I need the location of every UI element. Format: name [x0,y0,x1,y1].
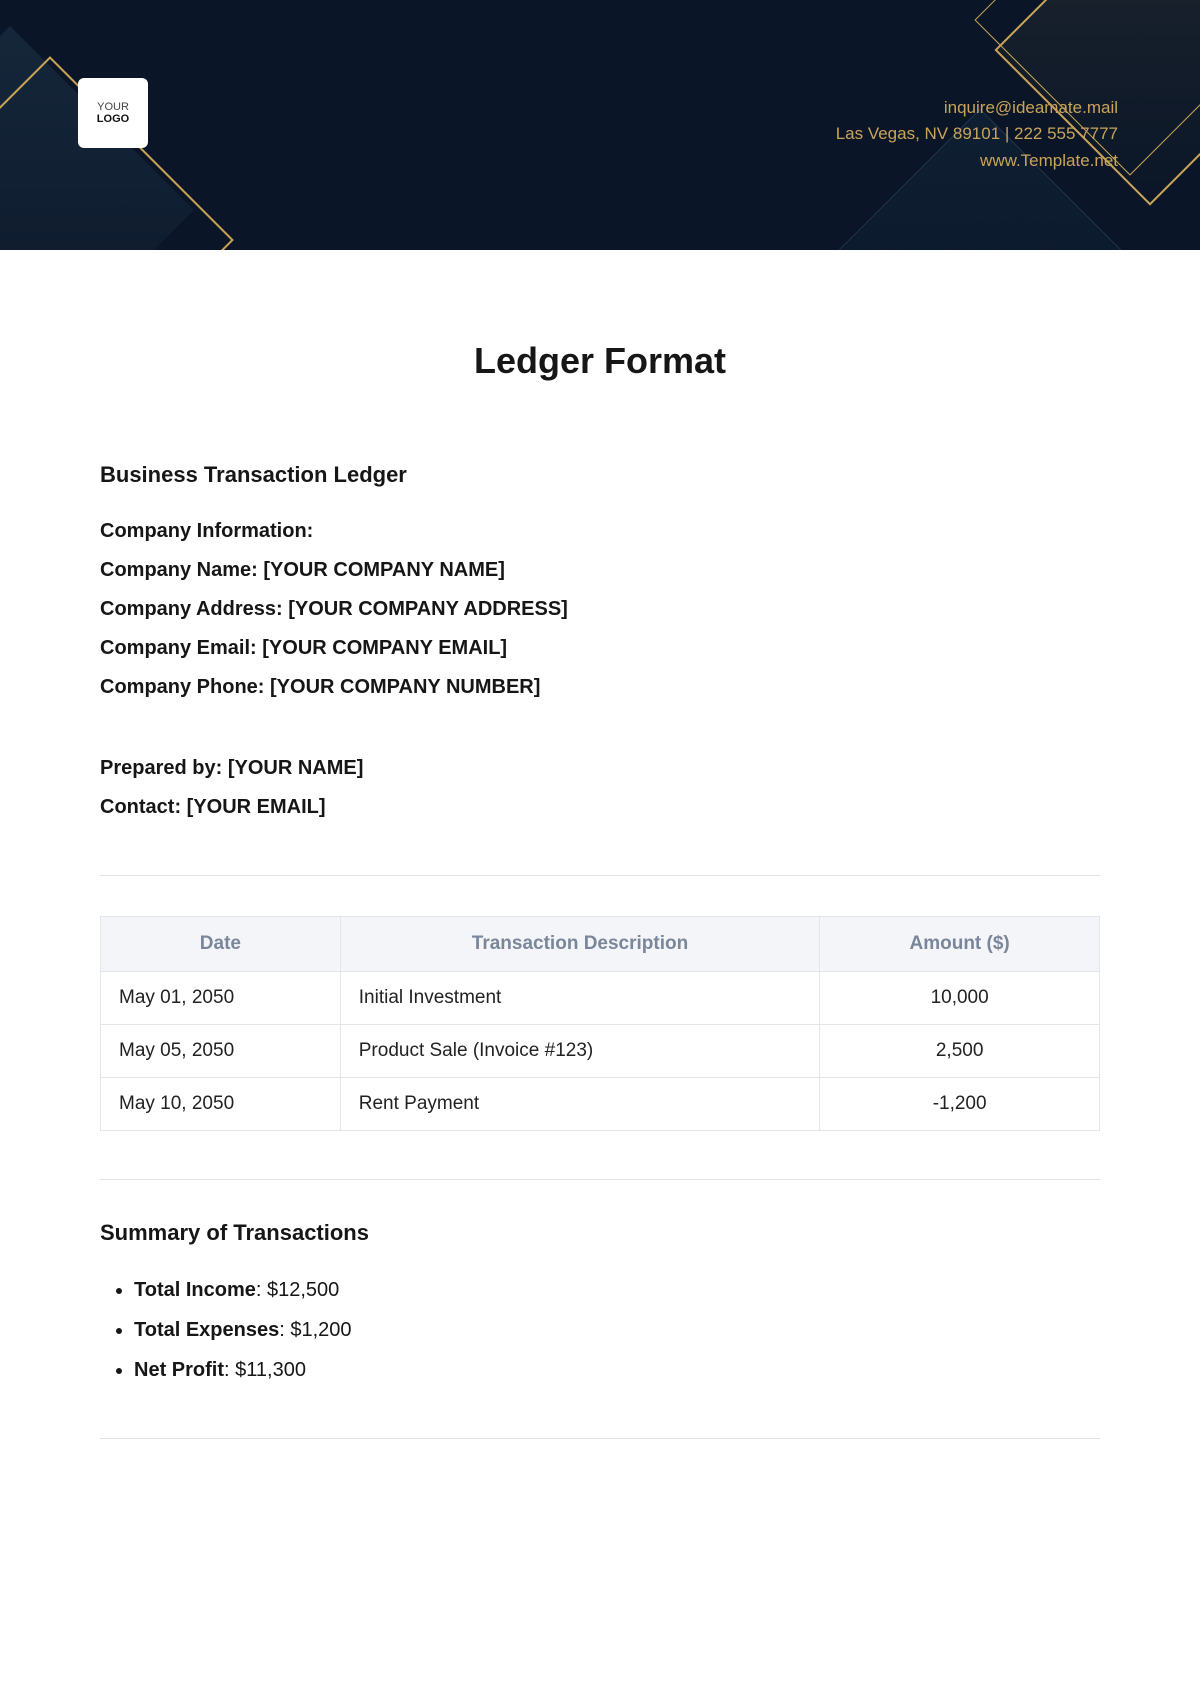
company-address-line: Company Address: [YOUR COMPANY ADDRESS] [100,590,1100,629]
col-amount: Amount ($) [820,917,1100,972]
table-header-row: Date Transaction Description Amount ($) [101,917,1100,972]
divider [100,1179,1100,1180]
col-date: Date [101,917,341,972]
contact-address-phone: Las Vegas, NV 89101 | 222 555 7777 [836,121,1118,147]
summary-label: Total Expenses [134,1319,279,1341]
document-body: Ledger Format Business Transaction Ledge… [0,250,1200,1539]
ledger-subtitle: Business Transaction Ledger [100,462,1100,488]
cell-amount: 10,000 [820,972,1100,1025]
cell-description: Rent Payment [340,1078,820,1131]
logo-text-line1: YOUR [97,101,129,113]
divider [100,1438,1100,1439]
header-contact-block: inquire@ideamate.mail Las Vegas, NV 8910… [836,95,1118,174]
table-row: May 01, 2050Initial Investment10,000 [101,972,1100,1025]
logo-placeholder: YOUR LOGO [78,78,148,148]
summary-list: Total Income: $12,500Total Expenses: $1,… [100,1270,1100,1390]
prepared-contact-line: Contact: [YOUR EMAIL] [100,788,1100,827]
page-title: Ledger Format [100,340,1100,382]
col-description: Transaction Description [340,917,820,972]
summary-value: $11,300 [235,1359,306,1381]
contact-website: www.Template.net [836,148,1118,174]
company-phone-line: Company Phone: [YOUR COMPANY NUMBER] [100,668,1100,707]
summary-label: Net Profit [134,1359,224,1381]
cell-description: Product Sale (Invoice #123) [340,1025,820,1078]
divider [100,875,1100,876]
contact-email: inquire@ideamate.mail [836,95,1118,121]
ledger-table: Date Transaction Description Amount ($) … [100,916,1100,1131]
summary-heading: Summary of Transactions [100,1220,1100,1246]
cell-date: May 05, 2050 [101,1025,341,1078]
summary-item: Net Profit: $11,300 [134,1350,1100,1390]
summary-value: $12,500 [267,1279,339,1301]
prepared-by-line: Prepared by: [YOUR NAME] [100,749,1100,788]
cell-amount: -1,200 [820,1078,1100,1131]
company-email-line: Company Email: [YOUR COMPANY EMAIL] [100,629,1100,668]
company-info-heading: Company Information: [100,512,1100,551]
summary-item: Total Expenses: $1,200 [134,1310,1100,1350]
table-row: May 05, 2050Product Sale (Invoice #123)2… [101,1025,1100,1078]
summary-item: Total Income: $12,500 [134,1270,1100,1310]
table-row: May 10, 2050Rent Payment-1,200 [101,1078,1100,1131]
cell-amount: 2,500 [820,1025,1100,1078]
cell-description: Initial Investment [340,972,820,1025]
cell-date: May 01, 2050 [101,972,341,1025]
cell-date: May 10, 2050 [101,1078,341,1131]
company-name-line: Company Name: [YOUR COMPANY NAME] [100,551,1100,590]
summary-value: $1,200 [290,1319,351,1341]
document-header: YOUR LOGO inquire@ideamate.mail Las Vega… [0,0,1200,250]
logo-text-line2: LOGO [97,113,129,125]
summary-label: Total Income [134,1279,256,1301]
